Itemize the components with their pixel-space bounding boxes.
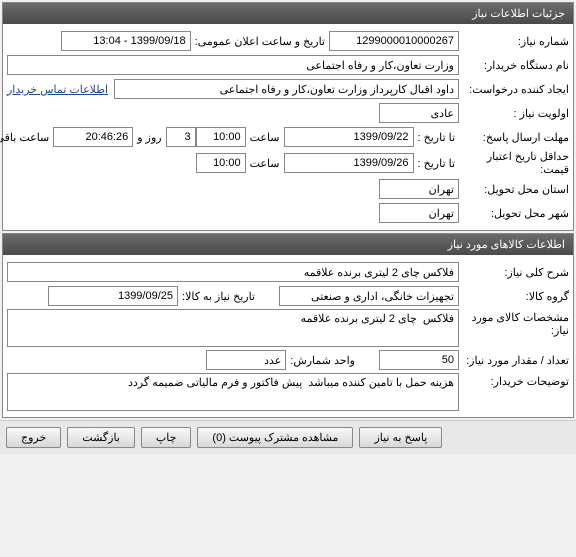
goods-info-header: اطلاعات کالاهای مورد نیاز <box>3 234 573 255</box>
buyer-org-input[interactable] <box>7 55 459 75</box>
buyer-org-label: نام دستگاه خریدار: <box>459 59 569 72</box>
province-label: استان محل تحویل: <box>459 183 569 196</box>
need-details-header: جزئیات اطلاعات نیاز <box>3 3 573 24</box>
exit-button[interactable]: خروج <box>6 427 61 448</box>
row-desc: شرح کلی نیاز: <box>7 261 569 283</box>
spec-label: مشخصات کالای مورد نیاز: <box>459 309 569 337</box>
priority-input[interactable] <box>379 103 459 123</box>
row-buyer-org: نام دستگاه خریدار: <box>7 54 569 76</box>
min-credit-date-input[interactable] <box>284 153 414 173</box>
row-deadline: مهلت ارسال پاسخ: تا تاریخ : ساعت روز و س… <box>7 126 569 148</box>
need-number-input[interactable] <box>329 31 459 51</box>
row-spec: مشخصات کالای مورد نیاز: <box>7 309 569 347</box>
desc-label: شرح کلی نیاز: <box>459 266 569 279</box>
deadline-date-input[interactable] <box>284 127 414 147</box>
panel2-title: اطلاعات کالاهای مورد نیاز <box>448 238 565 251</box>
to-date-label: تا تاریخ : <box>414 131 459 144</box>
need-details-panel: جزئیات اطلاعات نیاز شماره نیاز: تاریخ و … <box>2 2 574 231</box>
announce-input[interactable] <box>61 31 191 51</box>
goods-info-panel: اطلاعات کالاهای مورد نیاز شرح کلی نیاز: … <box>2 233 574 418</box>
row-min-credit: حداقل تاریخ اعتبار قیمت: تا تاریخ : ساعت <box>7 150 569 176</box>
city-label: شهر محل تحویل: <box>459 207 569 220</box>
notes-input[interactable] <box>7 373 459 411</box>
button-bar: پاسخ به نیاز مشاهده مشترک پیوست (0) چاپ … <box>0 420 576 454</box>
requester-input[interactable] <box>114 79 459 99</box>
announce-label: تاریخ و ساعت اعلان عمومی: <box>191 35 329 48</box>
row-group: گروه کالا: تاریخ نیاز به کالا: <box>7 285 569 307</box>
spec-input[interactable] <box>7 309 459 347</box>
need-number-label: شماره نیاز: <box>459 35 569 48</box>
time-label-2: ساعت <box>246 157 284 170</box>
remain-label: ساعت باقی مانده <box>0 131 53 144</box>
deadline-label: مهلت ارسال پاسخ: <box>459 131 569 144</box>
panel-title: جزئیات اطلاعات نیاز <box>472 7 565 20</box>
row-city: شهر محل تحویل: <box>7 202 569 224</box>
time-label-1: ساعت <box>246 131 284 144</box>
group-input[interactable] <box>279 286 459 306</box>
row-priority: اولویت نیاز : <box>7 102 569 124</box>
unit-label: واحد شمارش: <box>286 354 359 367</box>
min-credit-time-input[interactable] <box>196 153 246 173</box>
row-notes: توضیحات خریدار: <box>7 373 569 411</box>
print-button[interactable]: چاپ <box>141 427 192 448</box>
notes-label: توضیحات خریدار: <box>459 373 569 388</box>
view-attachment-button[interactable]: مشاهده مشترک پیوست (0) <box>197 427 353 448</box>
row-requester: ایجاد کننده درخواست: اطلاعات تماس خریدار <box>7 78 569 100</box>
contact-link[interactable]: اطلاعات تماس خریدار <box>7 83 108 96</box>
province-input[interactable] <box>379 179 459 199</box>
min-credit-label: حداقل تاریخ اعتبار قیمت: <box>459 150 569 176</box>
need-date-label: تاریخ نیاز به کالا: <box>178 290 259 303</box>
need-details-body: شماره نیاز: تاریخ و ساعت اعلان عمومی: نا… <box>3 24 573 230</box>
deadline-time-input[interactable] <box>196 127 246 147</box>
qty-label: تعداد / مقدار مورد نیاز: <box>459 354 569 367</box>
need-date-input[interactable] <box>48 286 178 306</box>
requester-label: ایجاد کننده درخواست: <box>459 83 569 96</box>
back-button[interactable]: بازگشت <box>67 427 135 448</box>
unit-input[interactable] <box>206 350 286 370</box>
remain-time-input[interactable] <box>53 127 133 147</box>
city-input[interactable] <box>379 203 459 223</box>
group-label: گروه کالا: <box>459 290 569 303</box>
qty-input[interactable] <box>379 350 459 370</box>
days-input[interactable] <box>166 127 196 147</box>
goods-info-body: شرح کلی نیاز: گروه کالا: تاریخ نیاز به ک… <box>3 255 573 417</box>
desc-input[interactable] <box>7 262 459 282</box>
priority-label: اولویت نیاز : <box>459 107 569 120</box>
days-label: روز و <box>133 131 165 144</box>
row-need-number: شماره نیاز: تاریخ و ساعت اعلان عمومی: <box>7 30 569 52</box>
row-qty: تعداد / مقدار مورد نیاز: واحد شمارش: <box>7 349 569 371</box>
reply-button[interactable]: پاسخ به نیاز <box>359 427 442 448</box>
row-province: استان محل تحویل: <box>7 178 569 200</box>
to-date-label-2: تا تاریخ : <box>414 157 459 170</box>
